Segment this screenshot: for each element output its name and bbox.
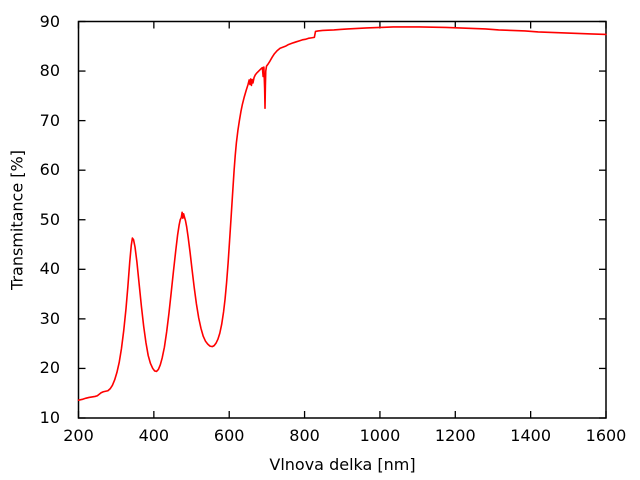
y-tick-label: 10 (39, 408, 60, 427)
data-line-transmittance-spectrum (77, 26, 607, 401)
x-tick-label: 1400 (510, 426, 551, 445)
x-tick-label: 1000 (359, 426, 401, 445)
y-tick-label: 60 (39, 160, 60, 180)
y-tick-label: 50 (39, 209, 60, 229)
x-axis-title: Vlnova delka [nm] (269, 455, 416, 474)
y-tick-label: 20 (39, 358, 60, 378)
y-tick-label: 40 (39, 259, 60, 279)
x-tick-label: 800 (289, 426, 320, 445)
x-tick-label: 200 (63, 426, 94, 445)
y-tick-label: 80 (39, 61, 60, 81)
y-axis-title: Transmitance [%] (7, 150, 27, 290)
y-tick-label: 30 (39, 308, 60, 328)
x-tick-label: 400 (138, 426, 170, 445)
x-tick-label: 600 (213, 426, 245, 445)
x-tick-label: 1200 (434, 426, 476, 445)
plot-border (77, 20, 607, 419)
y-tick-label: 90 (39, 11, 60, 31)
y-tick-label: 70 (39, 110, 60, 130)
x-tick-label: 1600 (585, 426, 627, 445)
